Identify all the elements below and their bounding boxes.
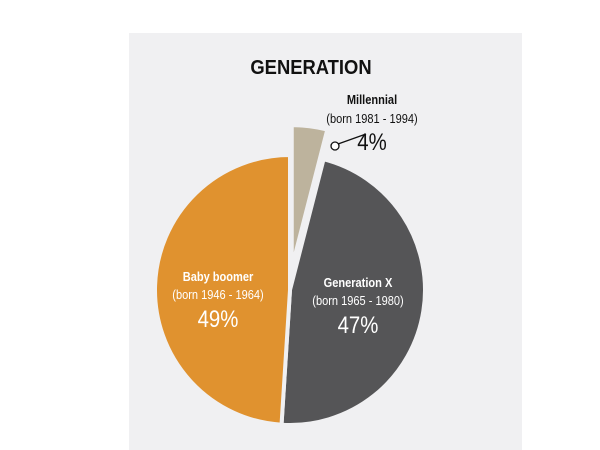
- baby-boomer-label: Baby boomer: [183, 269, 254, 284]
- baby-boomer-value-label: 49%: [198, 305, 239, 332]
- pie-slice-baby-boomer: [152, 152, 292, 427]
- millennial-label: Millennial: [347, 92, 397, 107]
- millennial-leader-dot: [330, 141, 340, 151]
- millennial-years-label: (born 1981 - 1994): [326, 111, 417, 126]
- baby-boomer-years-label: (born 1946 - 1964): [172, 287, 263, 302]
- millennial-value-label: 4%: [357, 128, 386, 155]
- pie-slice-millennial: [289, 123, 330, 269]
- pie-slice-generation-x: [279, 156, 427, 427]
- generation-x-years-label: (born 1965 - 1980): [312, 293, 403, 308]
- generation-x-label: Generation X: [324, 275, 393, 290]
- millennial-leader-line: [337, 133, 367, 145]
- chart-title: GENERATION: [250, 57, 371, 79]
- generation-x-value-label: 47%: [338, 311, 379, 338]
